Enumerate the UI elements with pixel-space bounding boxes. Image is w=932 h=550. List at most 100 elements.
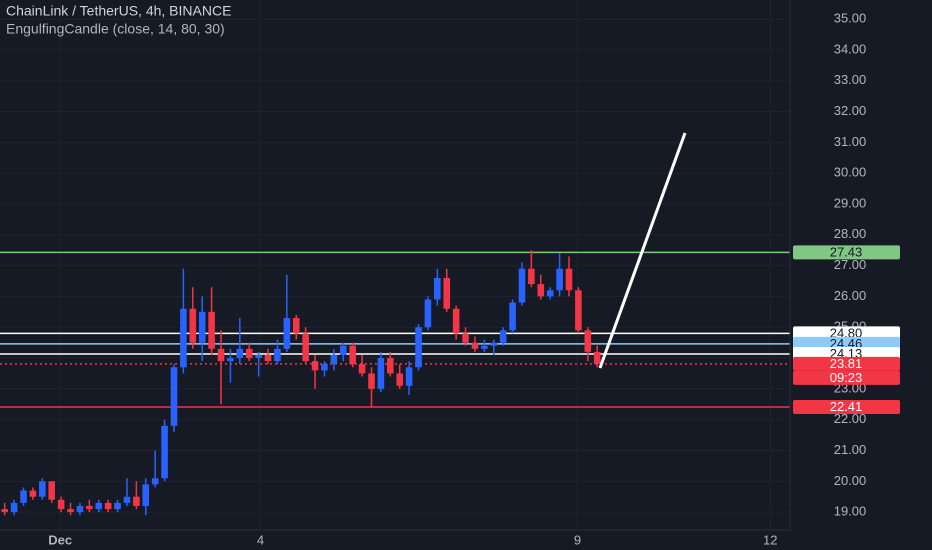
y-tick-label: 19.00: [834, 504, 867, 519]
axes: 19.0020.0021.0022.0023.0024.0025.0026.00…: [48, 11, 866, 548]
x-tick-label: Dec: [48, 532, 72, 547]
x-tick-label: 12: [763, 532, 777, 547]
candle-body: [396, 373, 403, 386]
candle-body: [424, 299, 432, 328]
countdown-label: 09:23: [830, 370, 863, 385]
candle-body: [339, 345, 347, 355]
y-tick-label: 31.00: [834, 134, 867, 149]
candle-body: [274, 348, 281, 362]
candle-body: [292, 318, 300, 334]
candle-body: [104, 502, 112, 510]
y-tick-label: 30.00: [834, 165, 867, 180]
candle-body: [490, 342, 498, 346]
candle-body: [405, 367, 413, 386]
y-tick-label: 34.00: [834, 41, 867, 56]
candle-body: [471, 342, 479, 349]
candle-body: [123, 496, 131, 503]
candle-body: [368, 373, 375, 389]
candle-body: [358, 364, 366, 374]
y-tick-label: 29.00: [834, 195, 867, 210]
x-tick-label: 4: [257, 532, 264, 547]
candle-body: [151, 478, 159, 485]
drawn-trend-line: [598, 132, 687, 369]
candle-body: [161, 425, 168, 479]
grid: [0, 0, 790, 530]
y-tick-label: 26.00: [834, 288, 867, 303]
candle-body: [546, 290, 554, 297]
candle-body: [321, 364, 328, 371]
candle-body: [67, 509, 74, 513]
price-tag-label: 27.43: [830, 244, 863, 259]
candle-body: [76, 505, 84, 513]
candles: [1, 250, 601, 516]
candle-body: [227, 358, 234, 362]
candle-body: [528, 268, 535, 285]
candle-body: [481, 345, 488, 349]
x-tick-label: 9: [574, 532, 581, 547]
candle-body: [518, 268, 526, 303]
candle-body: [86, 505, 93, 510]
candle-body: [415, 327, 422, 368]
countdown-tag: [793, 370, 900, 385]
candle-body: [377, 358, 385, 389]
candle-body: [264, 354, 272, 362]
candle-body: [1, 509, 8, 513]
candle-body: [462, 333, 469, 343]
candle-body: [57, 499, 65, 510]
candle-body: [499, 330, 507, 343]
y-tick-label: 32.00: [834, 103, 867, 118]
candle-body: [245, 348, 253, 359]
candle-body: [48, 481, 56, 500]
candle-body: [39, 481, 46, 497]
y-tick-label: 20.00: [834, 473, 867, 488]
candle-body: [95, 502, 103, 510]
candle-body: [509, 302, 516, 331]
candle-body: [330, 354, 338, 365]
price-tag-label: 23.81: [830, 356, 863, 371]
chart-title: ChainLink / TetherUS, 4h, BINANCE: [6, 3, 231, 19]
candle-body: [170, 367, 178, 426]
candle-body: [133, 496, 140, 506]
candle-body: [593, 351, 601, 364]
candle-body: [556, 268, 563, 291]
candle-body: [584, 330, 592, 352]
candle-body: [217, 348, 225, 362]
candle-body: [236, 348, 244, 359]
y-tick-label: 33.00: [834, 72, 867, 87]
price-tag-label: 22.41: [830, 399, 863, 414]
candle-body: [10, 502, 18, 513]
candle-body: [255, 354, 262, 359]
candle-body: [180, 308, 187, 368]
candle-body: [29, 490, 37, 497]
y-tick-label: 21.00: [834, 442, 867, 457]
levels: [0, 251, 790, 408]
price-tag: [793, 245, 900, 260]
candle-body: [565, 268, 573, 291]
y-tick-label: 27.00: [834, 257, 867, 272]
indicator-label: EngulfingCandle (close, 14, 80, 30): [6, 21, 225, 37]
candle-body: [198, 311, 206, 343]
y-tick-label: 28.00: [834, 226, 867, 241]
candle-body: [142, 484, 150, 506]
candle-body: [114, 502, 121, 510]
candle-body: [283, 318, 291, 349]
price-tag: [793, 400, 900, 415]
candle-body: [434, 277, 441, 300]
candle-body: [575, 290, 582, 331]
candle-body: [208, 311, 215, 349]
y-tick-label: 35.00: [834, 11, 867, 26]
candle-body: [387, 358, 394, 374]
candle-body: [20, 490, 27, 503]
price-tag-label: 24.80: [830, 325, 863, 340]
candle-body: [189, 308, 197, 343]
candle-body: [443, 277, 451, 309]
candle-body: [311, 361, 319, 371]
candle-body: [302, 333, 309, 362]
price-tag: [793, 356, 900, 371]
candle-body: [537, 284, 545, 297]
candle-body: [349, 345, 356, 365]
